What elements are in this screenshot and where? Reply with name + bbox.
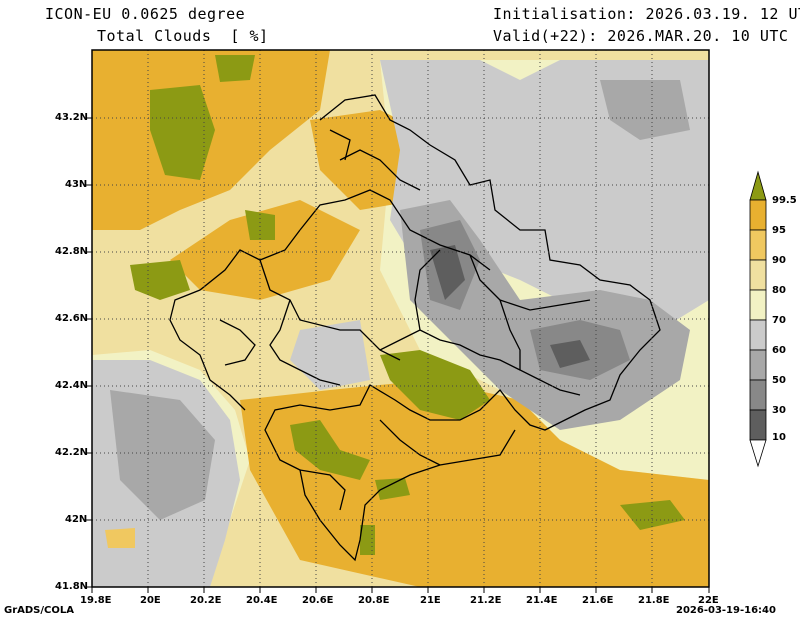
- legend-label: 50: [772, 375, 786, 386]
- legend-box: [749, 199, 767, 231]
- field-title: Total Clouds [ %]: [97, 27, 269, 45]
- lat-tick: 42.6N: [55, 313, 89, 324]
- legend-box: [749, 289, 767, 321]
- footer-timestamp: 2026-03-19-16:40: [676, 605, 776, 616]
- valid-time: Valid(+22): 2026.MAR.20. 10 UTC: [493, 27, 789, 45]
- legend-bar: [749, 170, 767, 468]
- lon-tick: 20.4E: [246, 595, 278, 606]
- legend-box: [749, 409, 767, 441]
- lat-tick: 42.2N: [55, 447, 89, 458]
- graticule: [92, 50, 709, 587]
- legend-label: 95: [772, 225, 786, 236]
- lat-tick: 41.8N: [55, 581, 89, 592]
- legend-label: 70: [772, 315, 786, 326]
- legend-box: [749, 229, 767, 261]
- legend-label: 80: [772, 285, 786, 296]
- legend-label: 10: [772, 432, 786, 443]
- lon-tick: 21.2E: [470, 595, 502, 606]
- footer-software: GrADS/COLA: [4, 605, 74, 616]
- lon-tick: 20.2E: [190, 595, 222, 606]
- legend-cap-top: [749, 170, 767, 201]
- lon-tick: 20E: [140, 595, 161, 606]
- legend-label: 30: [772, 405, 786, 416]
- lat-tick: 42.4N: [55, 380, 89, 391]
- color-legend: 99.5 95 90 80 70 60 50 30 10: [748, 170, 797, 474]
- lon-tick: 20.8E: [358, 595, 390, 606]
- model-title: ICON-EU 0.0625 degree: [45, 5, 246, 23]
- lat-tick: 42N: [65, 514, 88, 525]
- legend-cap-bottom: [749, 439, 767, 468]
- legend-label: 99.5: [772, 195, 797, 206]
- lon-tick: 21.6E: [582, 595, 614, 606]
- legend-box: [749, 349, 767, 381]
- legend-label: 60: [772, 345, 786, 356]
- legend-box: [749, 319, 767, 351]
- lon-tick: 20.6E: [302, 595, 334, 606]
- lon-tick: 21E: [420, 595, 441, 606]
- lat-tick: 42.8N: [55, 246, 89, 257]
- legend-box: [749, 259, 767, 291]
- legend-label: 90: [772, 255, 786, 266]
- lon-tick: 21.4E: [526, 595, 558, 606]
- lon-tick: 21.8E: [638, 595, 670, 606]
- lat-tick: 43N: [65, 179, 88, 190]
- legend-box: [749, 379, 767, 411]
- lon-tick: 19.8E: [80, 595, 112, 606]
- lon-tick: 22E: [698, 595, 719, 606]
- lat-tick: 43.2N: [55, 112, 89, 123]
- admin-borders: [169, 94, 661, 562]
- init-time: Initialisation: 2026.03.19. 12 UTC: [493, 5, 800, 23]
